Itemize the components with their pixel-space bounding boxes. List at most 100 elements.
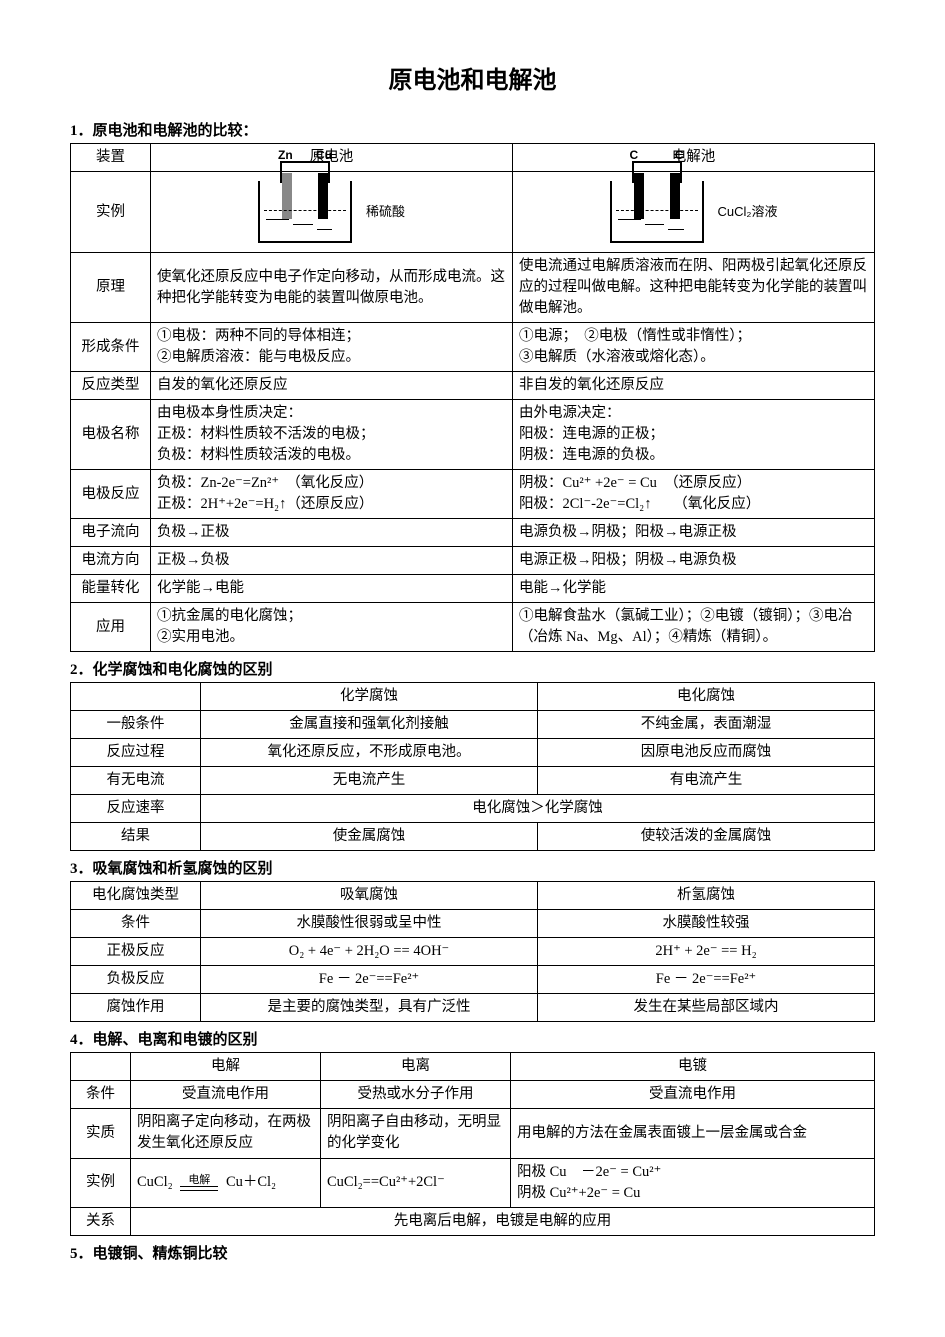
table-row: 应用①抗金属的电化腐蚀； ②实用电池。①电解食盐水（氯碱工业）；②电镀（镀铜）；… bbox=[71, 603, 875, 652]
electrode-label: C bbox=[630, 147, 639, 164]
cell: 正极反应 bbox=[71, 938, 201, 966]
table-row: 负极反应Fe － 2e⁻==Fe²⁺Fe － 2e⁻==Fe²⁺ bbox=[71, 966, 875, 994]
cell: 2H⁺ + 2e⁻ == H₂ bbox=[538, 938, 875, 966]
galvanic-diagram: Zn Cu 稀硫酸 bbox=[157, 175, 506, 249]
cell: 水膜酸性很弱或呈中性 bbox=[201, 910, 538, 938]
solution-label: 稀硫酸 bbox=[366, 203, 405, 222]
electrode-label: C bbox=[675, 147, 684, 164]
cell: 实例 bbox=[71, 1158, 131, 1207]
cell: 氧化还原反应，不形成原电池。 bbox=[201, 739, 538, 767]
cell: 无电流产生 bbox=[201, 767, 538, 795]
carbon-electrode bbox=[670, 173, 680, 219]
table-row: 电流方向正极→负极电源正极→阳极；阴极→电源负极 bbox=[71, 547, 875, 575]
cell: 应用 bbox=[71, 603, 151, 652]
cell: ①抗金属的电化腐蚀； ②实用电池。 bbox=[151, 603, 513, 652]
cell: 结果 bbox=[71, 823, 201, 851]
cell: 电极名称 bbox=[71, 400, 151, 470]
table-row: 反应类型自发的氧化还原反应非自发的氧化还原反应 bbox=[71, 372, 875, 400]
table-row: 条件水膜酸性很弱或呈中性水膜酸性较强 bbox=[71, 910, 875, 938]
cell: 负极→正极 bbox=[151, 519, 513, 547]
electrolytic-diagram: C C CuCl₂溶液 bbox=[519, 175, 868, 249]
electrode-label: Cu bbox=[316, 147, 332, 164]
cell: 电镀 bbox=[511, 1053, 875, 1081]
cell bbox=[71, 683, 201, 711]
cell: 析氢腐蚀 bbox=[538, 882, 875, 910]
cell: 是主要的腐蚀类型，具有广泛性 bbox=[201, 994, 538, 1022]
section-5-heading: 5．电镀铜、精炼铜比较 bbox=[70, 1242, 875, 1263]
cell: 电离 bbox=[321, 1053, 511, 1081]
table-row: 化学腐蚀电化腐蚀 bbox=[71, 683, 875, 711]
section-1-heading: 1．原电池和电解池的比较： bbox=[70, 119, 875, 140]
table-row: 实质阴阳离子定向移动，在两极发生氧化还原反应阴阳离子自由移动，无明显的化学变化用… bbox=[71, 1109, 875, 1158]
cell: 阴极：Cu²⁺ +2e⁻ = Cu （还原反应） 阳极：2Cl⁻-2e⁻=Cl₂… bbox=[513, 470, 875, 519]
cell: 条件 bbox=[71, 1081, 131, 1109]
page-title: 原电池和电解池 bbox=[70, 60, 875, 95]
table-1: 装置 原电池 电解池 实例 Zn Cu 稀硫酸 C bbox=[70, 143, 875, 652]
cell: 正极→负极 bbox=[151, 547, 513, 575]
cell: Fe － 2e⁻==Fe²⁺ bbox=[538, 966, 875, 994]
cell: C C CuCl₂溶液 bbox=[513, 172, 875, 253]
formula-right: Cu＋Cl₂ bbox=[226, 1174, 276, 1190]
section-4-heading: 4．电解、电离和电镀的区别 bbox=[70, 1028, 875, 1049]
cell: 电源负极→阴极；阳极→电源正极 bbox=[513, 519, 875, 547]
cell: 一般条件 bbox=[71, 711, 201, 739]
table-row: 形成条件①电极：两种不同的导体相连； ②电解质溶液：能与电极反应。①电源； ②电… bbox=[71, 323, 875, 372]
cell: 装置 bbox=[71, 144, 151, 172]
table-row: 装置 原电池 电解池 bbox=[71, 144, 875, 172]
table-row: 实例 Zn Cu 稀硫酸 C C bbox=[71, 172, 875, 253]
cell: 电解 bbox=[131, 1053, 321, 1081]
cell: 先电离后电解，电镀是电解的应用 bbox=[131, 1207, 875, 1235]
cell: 非自发的氧化还原反应 bbox=[513, 372, 875, 400]
arrow-top-label: 电解 bbox=[180, 1175, 218, 1186]
cell: 负极反应 bbox=[71, 966, 201, 994]
formula-left: CuCl₂ bbox=[137, 1174, 173, 1190]
cell: ①电源； ②电极（惰性或非惰性）； ③电解质（水溶液或熔化态）。 bbox=[513, 323, 875, 372]
table-row: 反应过程氧化还原反应，不形成原电池。因原电池反应而腐蚀 bbox=[71, 739, 875, 767]
table-row: 条件受直流电作用受热或水分子作用受直流电作用 bbox=[71, 1081, 875, 1109]
copper-electrode bbox=[318, 173, 328, 219]
solution-label: CuCl₂溶液 bbox=[718, 203, 778, 222]
cell: 电化腐蚀＞化学腐蚀 bbox=[201, 795, 875, 823]
cell: 负极：Zn-2e⁻=Zn²⁺ （氧化反应） 正极：2H⁺+2e⁻=H₂↑（还原反… bbox=[151, 470, 513, 519]
table-row: 电解电离电镀 bbox=[71, 1053, 875, 1081]
zinc-electrode bbox=[282, 173, 292, 219]
cell: 原理 bbox=[71, 253, 151, 323]
cell: 有无电流 bbox=[71, 767, 201, 795]
cell: 不纯金属，表面潮湿 bbox=[538, 711, 875, 739]
cell: 用电解的方法在金属表面镀上一层金属或合金 bbox=[511, 1109, 875, 1158]
table-row: 电化腐蚀类型吸氧腐蚀析氢腐蚀 bbox=[71, 882, 875, 910]
table-row: 电极反应负极：Zn-2e⁻=Zn²⁺ （氧化反应） 正极：2H⁺+2e⁻=H₂↑… bbox=[71, 470, 875, 519]
cell: 能量转化 bbox=[71, 575, 151, 603]
table-2: 化学腐蚀电化腐蚀 一般条件金属直接和强氧化剂接触不纯金属，表面潮湿 反应过程氧化… bbox=[70, 682, 875, 851]
table-row: 反应速率电化腐蚀＞化学腐蚀 bbox=[71, 795, 875, 823]
cell: 因原电池反应而腐蚀 bbox=[538, 739, 875, 767]
cell: 受直流电作用 bbox=[511, 1081, 875, 1109]
section-3-heading: 3．吸氧腐蚀和析氢腐蚀的区别 bbox=[70, 857, 875, 878]
cell: 实例 bbox=[71, 172, 151, 253]
cell: 电能→化学能 bbox=[513, 575, 875, 603]
double-line-arrow bbox=[180, 1186, 218, 1191]
cell: 关系 bbox=[71, 1207, 131, 1235]
cell: 实质 bbox=[71, 1109, 131, 1158]
cell: 电极反应 bbox=[71, 470, 151, 519]
table-row: 正极反应O₂ + 4e⁻ + 2H₂O == 4OH⁻2H⁺ + 2e⁻ == … bbox=[71, 938, 875, 966]
table-row: 实例 CuCl₂ 电解 Cu＋Cl₂ CuCl₂==Cu²⁺+2Cl⁻ 阳极 C… bbox=[71, 1158, 875, 1207]
cell: 反应过程 bbox=[71, 739, 201, 767]
table-row: 电子流向负极→正极电源负极→阴极；阳极→电源正极 bbox=[71, 519, 875, 547]
cell: 电化腐蚀 bbox=[538, 683, 875, 711]
cell: 水膜酸性较强 bbox=[538, 910, 875, 938]
cell: Fe － 2e⁻==Fe²⁺ bbox=[201, 966, 538, 994]
cell: 使氧化还原反应中电子作定向移动，从而形成电流。这种把化学能转变为电能的装置叫做原… bbox=[151, 253, 513, 323]
table-3: 电化腐蚀类型吸氧腐蚀析氢腐蚀 条件水膜酸性很弱或呈中性水膜酸性较强 正极反应O₂… bbox=[70, 881, 875, 1022]
cell: ①电极：两种不同的导体相连； ②电解质溶液：能与电极反应。 bbox=[151, 323, 513, 372]
cell: 形成条件 bbox=[71, 323, 151, 372]
cell: 受直流电作用 bbox=[131, 1081, 321, 1109]
cell: 反应类型 bbox=[71, 372, 151, 400]
table-row: 一般条件金属直接和强氧化剂接触不纯金属，表面潮湿 bbox=[71, 711, 875, 739]
cell: 使金属腐蚀 bbox=[201, 823, 538, 851]
cell: 使电流通过电解质溶液而在阴、阳两极引起氧化还原反应的过程叫做电解。这种把电能转变… bbox=[513, 253, 875, 323]
table-row: 腐蚀作用是主要的腐蚀类型，具有广泛性发生在某些局部区域内 bbox=[71, 994, 875, 1022]
table-row: 有无电流无电流产生有电流产生 bbox=[71, 767, 875, 795]
cell: 发生在某些局部区域内 bbox=[538, 994, 875, 1022]
table-row: 原理使氧化还原反应中电子作定向移动，从而形成电流。这种把化学能转变为电能的装置叫… bbox=[71, 253, 875, 323]
